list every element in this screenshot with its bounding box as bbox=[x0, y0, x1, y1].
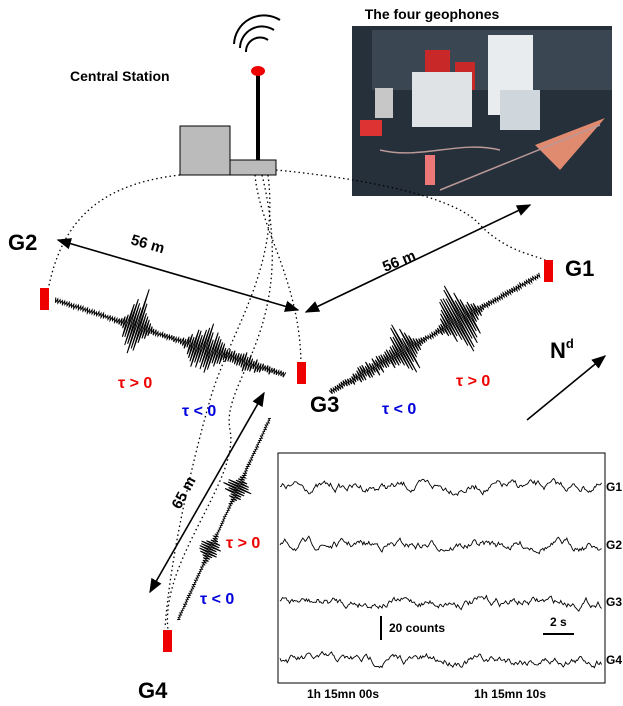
trace-label: G4 bbox=[606, 653, 622, 667]
inset-trace bbox=[279, 535, 602, 555]
trace-label: G1 bbox=[606, 480, 622, 494]
distance-label: 65 m bbox=[169, 474, 200, 512]
time-label: 1h 15mn 10s bbox=[474, 687, 546, 701]
photo-title: The four geophones bbox=[365, 6, 500, 22]
delay-label: τ > 0 bbox=[118, 375, 152, 392]
delay-label: τ > 0 bbox=[456, 373, 490, 390]
scale-label: 20 counts bbox=[389, 621, 445, 635]
geophone-label: G2 bbox=[8, 230, 37, 255]
inset-trace bbox=[279, 594, 602, 612]
north-label: Nd bbox=[550, 336, 574, 363]
scale-label: 2 s bbox=[550, 615, 567, 629]
distance-arrows bbox=[56, 204, 607, 594]
seismogram bbox=[177, 417, 271, 621]
inset-trace bbox=[279, 477, 602, 497]
seismogram bbox=[328, 272, 541, 395]
photo bbox=[352, 26, 612, 196]
delay-label: τ < 0 bbox=[182, 403, 216, 420]
inset-trace bbox=[279, 650, 603, 669]
delay-label: τ > 0 bbox=[226, 535, 260, 552]
inset-traces bbox=[279, 477, 603, 669]
inset-frame bbox=[277, 452, 606, 684]
station bbox=[179, 14, 281, 176]
sensors bbox=[40, 260, 553, 652]
distance-label: 56 m bbox=[129, 232, 167, 258]
cables bbox=[47, 169, 549, 631]
geophone-label: G3 bbox=[310, 392, 339, 417]
trace-label: G3 bbox=[606, 595, 622, 609]
seismogram bbox=[54, 289, 287, 378]
station-label: Central Station bbox=[70, 68, 170, 84]
time-label: 1h 15mn 00s bbox=[307, 687, 379, 701]
geophone-label: G1 bbox=[565, 256, 594, 281]
seismograms bbox=[54, 272, 541, 621]
geophone-label: G4 bbox=[138, 678, 168, 703]
delay-label: τ < 0 bbox=[200, 591, 234, 608]
trace-label: G2 bbox=[606, 538, 622, 552]
delay-label: τ < 0 bbox=[382, 401, 416, 418]
distance-label: 56 m bbox=[380, 247, 418, 276]
